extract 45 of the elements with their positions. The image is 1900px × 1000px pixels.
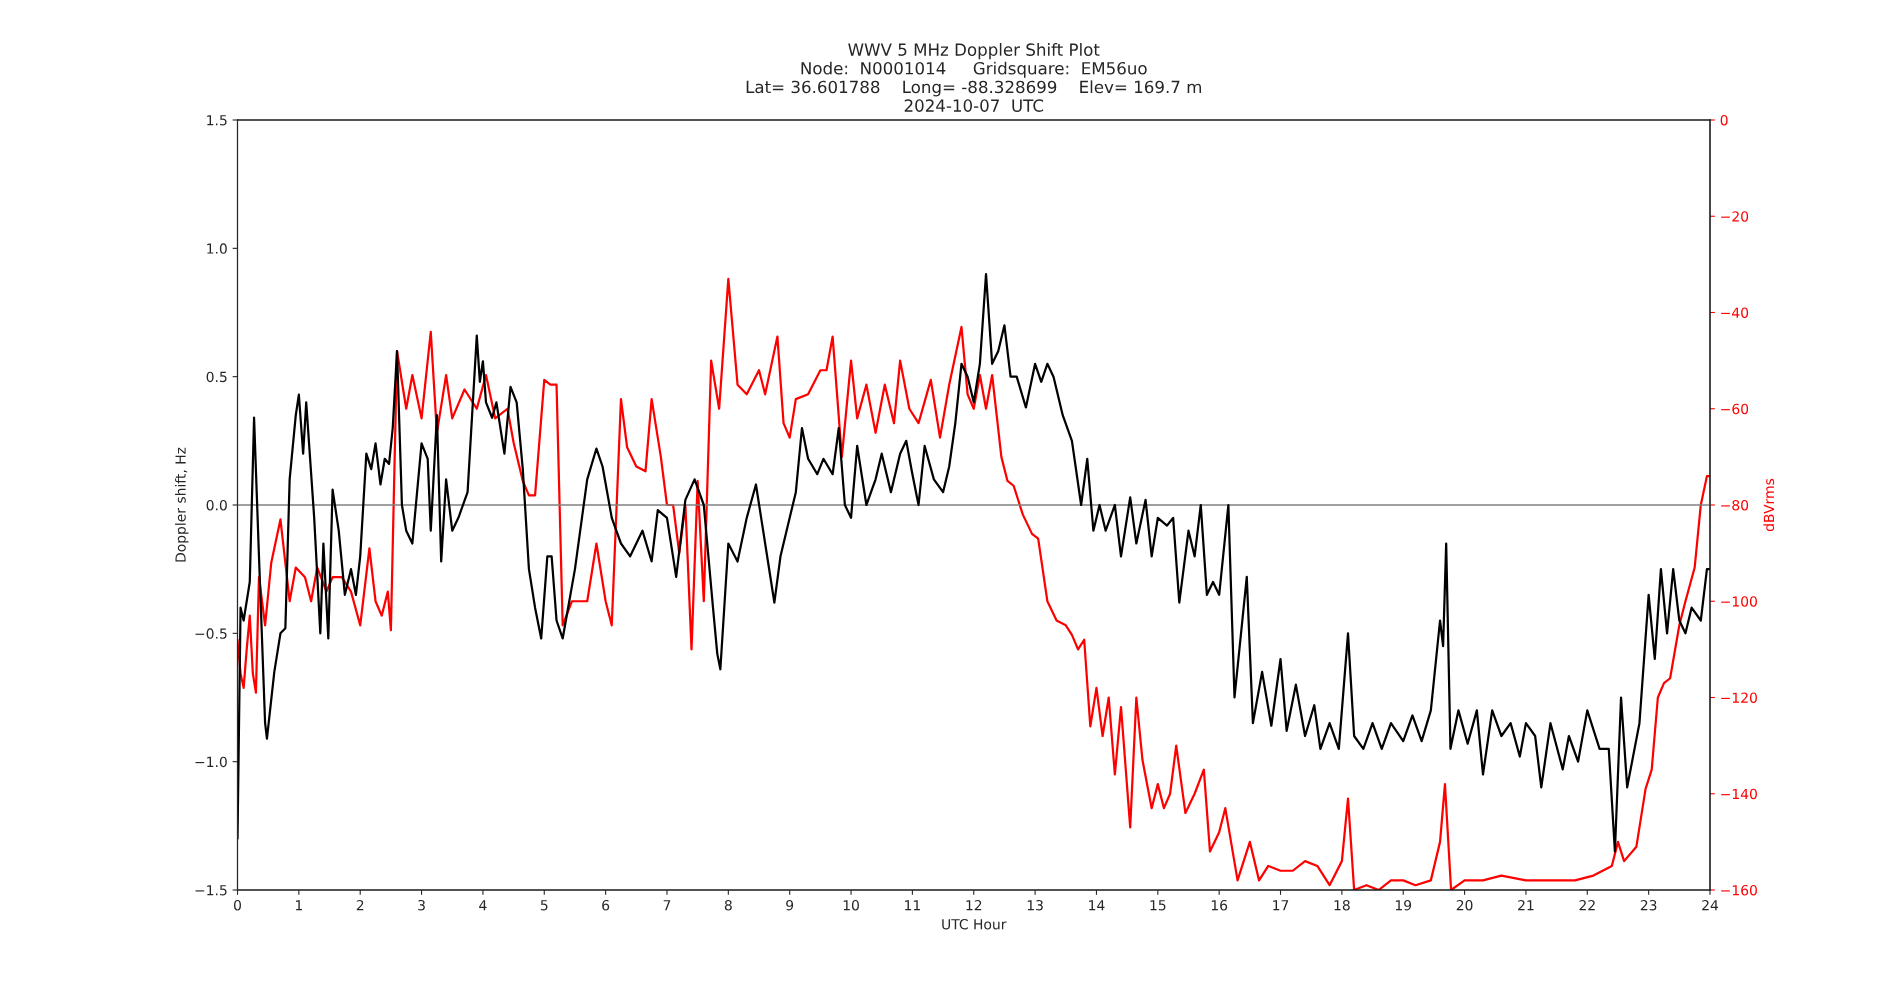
x-tick-label: 3 (418, 899, 425, 911)
x-tick-label: 12 (966, 899, 982, 911)
x-tick-label: 4 (479, 900, 487, 911)
x-axis-title: UTC Hour (942, 918, 1007, 930)
y2-tick-label: −120 (1721, 692, 1757, 703)
x-tick-label: 0 (234, 899, 241, 911)
y2-axis-title: dBVrms (1763, 478, 1775, 532)
y-tick-label: −0.5 (195, 628, 227, 639)
y2-tick-label: −100 (1721, 596, 1757, 607)
x-tick-label: 21 (1518, 899, 1534, 911)
x-tick-label: 15 (1150, 900, 1166, 911)
x-tick-label: 5 (540, 900, 548, 911)
y-tick-label: 1.0 (207, 243, 227, 254)
x-tick-label: 20 (1456, 899, 1473, 911)
x-tick-label: 8 (724, 899, 732, 911)
x-tick-label: 23 (1640, 899, 1657, 911)
x-tick-label: 14 (1089, 900, 1105, 911)
x-tick-label: 18 (1334, 899, 1350, 911)
y-axis-title: Doppler shift, Hz (175, 447, 189, 562)
x-tick-label: 2 (356, 899, 364, 911)
y2-tick-label: −160 (1721, 884, 1757, 896)
y-tick-label: −1.5 (195, 885, 227, 896)
y2-tick-label: −40 (1721, 307, 1749, 318)
x-tick-label: 11 (905, 900, 920, 911)
y2-tick-label: −60 (1721, 403, 1749, 415)
chart-title: WWV 5 MHz Doppler Shift Plot Node: N0001014 Gridsquare: EM56uo Lat= 36.601788 Long= -88.328699 Elev= 169.7 m 2024-10-07 UTC (746, 43, 1201, 112)
y2-tick-label: −140 (1721, 788, 1757, 800)
x-tick-label: 7 (663, 900, 671, 911)
y-tick-label: −1.0 (195, 756, 227, 768)
x-tick-label: 6 (602, 899, 610, 911)
x-tick-label: 19 (1395, 899, 1412, 911)
y2-tick-label: −20 (1721, 211, 1749, 222)
x-tick-label: 16 (1211, 899, 1228, 911)
x-tick-label: 10 (843, 899, 859, 911)
x-tick-label: 1 (295, 900, 302, 911)
y-tick-label: 0.5 (206, 371, 227, 383)
x-tick-label: 24 (1702, 899, 1719, 911)
y-tick-label: 1.5 (207, 115, 227, 126)
x-tick-label: 17 (1273, 900, 1289, 911)
y2-tick-label: 0 (1720, 114, 1728, 126)
y2-tick-label: −80 (1721, 499, 1749, 511)
x-tick-label: 9 (786, 899, 794, 911)
x-tick-label: 22 (1579, 899, 1595, 911)
x-tick-label: 13 (1027, 899, 1043, 911)
y-tick-label: 0.0 (206, 499, 227, 511)
